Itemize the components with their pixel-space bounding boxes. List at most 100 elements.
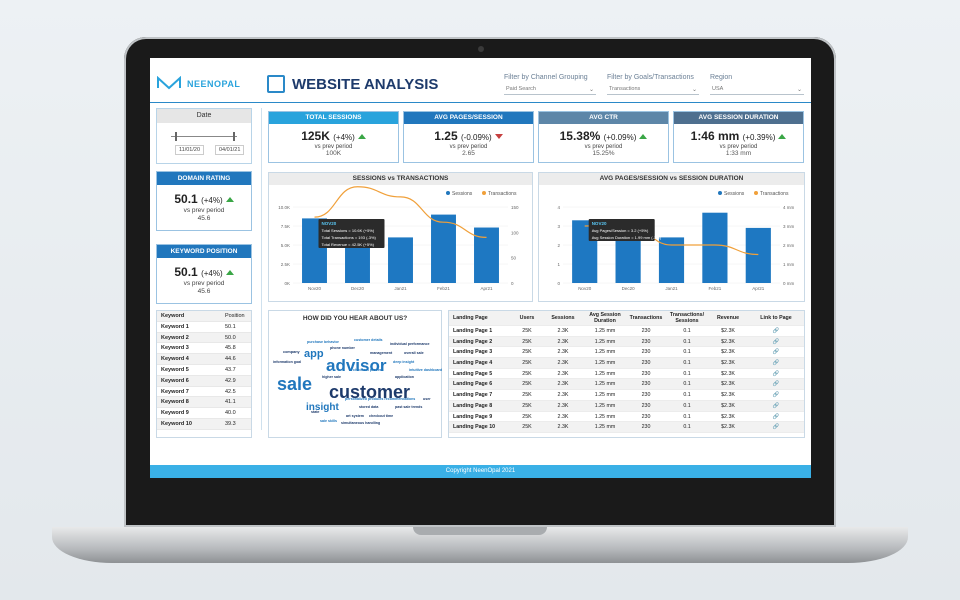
link-icon[interactable]: 🔗 (772, 360, 780, 367)
column-header[interactable]: Transactions/ Sessions (669, 312, 705, 324)
column-header[interactable]: Users (519, 315, 535, 321)
filter-goals-label: Filter by Goals/Transactions (607, 74, 694, 81)
table-cell: 2.3K (557, 392, 569, 399)
table-row[interactable]: Landing Page 10 25K 2.3K 1.25 mm 230 0.1 $2.3K… (449, 422, 804, 433)
cloud-word: higher sale (322, 375, 341, 379)
date-start[interactable]: 11/01/20 (175, 145, 205, 155)
kpi-value: 15.38% (559, 129, 604, 143)
table-row[interactable]: Landing Page 9 25K 2.3K 1.25 mm 230 0.1 $2.3K 🔗 (449, 412, 804, 423)
analysis-icon (267, 75, 285, 93)
chevron-down-icon: ⌄ (796, 87, 802, 93)
wordcloud-title: HOW DID YOU HEAR ABOUT US? (302, 315, 408, 322)
bar-sessions[interactable] (431, 214, 456, 283)
table-cell: 0.1 (683, 413, 691, 420)
table-cell: 230 (641, 360, 651, 367)
table-row[interactable]: Keyword 8 41.1 (157, 397, 251, 409)
column-header[interactable]: Revenue (716, 315, 740, 321)
table-cell: $2.3K (721, 424, 735, 431)
column-header[interactable]: Sessions (551, 315, 575, 321)
tooltip-line: Total Revenue = 42.5K (+5%) (322, 242, 375, 247)
table-cell: 0.1 (683, 370, 691, 377)
bar-sessions[interactable] (388, 237, 413, 283)
link-icon[interactable]: 🔗 (772, 349, 780, 356)
bar-sessions[interactable] (658, 237, 685, 283)
bar-sessions[interactable] (745, 227, 771, 283)
table-row[interactable]: Landing Page 4 25K 2.3K 1.25 mm 230 0.1 $2.3K 🔗 (449, 358, 804, 369)
bar-sessions[interactable] (615, 233, 641, 283)
table-row[interactable]: Landing Page 3 25K 2.3K 1.25 mm 230 0.1 $2.3K 🔗 (449, 347, 804, 359)
table-cell: Keyword 8 (161, 399, 189, 406)
table-cell: 1.25 mm (594, 370, 616, 377)
domain-rating-title: DOMAIN RATING (157, 172, 251, 185)
cloud-word: customer (329, 382, 411, 402)
table-row[interactable]: Keyword 2 50.0 (157, 332, 251, 344)
table-cell: Keyword 2 (161, 334, 189, 341)
filter-goals-value: Transactions (609, 86, 641, 92)
filter-region-select[interactable]: USA ⌄ (710, 86, 804, 95)
link-icon[interactable]: 🔗 (772, 370, 780, 377)
table-row[interactable]: Keyword 4 44.6 (157, 354, 251, 365)
link-icon[interactable]: 🔗 (772, 413, 780, 420)
table-row[interactable]: Keyword 6 42.9 (157, 375, 251, 387)
table-cell: 45.8 (225, 345, 236, 352)
cloud-word: sale (277, 374, 313, 394)
table-row[interactable]: Keyword 5 43.7 (157, 365, 251, 376)
table-cell: $2.3K (721, 370, 735, 377)
table-row[interactable]: Keyword 1 50.1 (157, 322, 251, 333)
table-cell: 2.3K (557, 328, 569, 334)
table-row[interactable]: Keyword 10 39.3 (157, 418, 251, 430)
date-end[interactable]: 04/01/21 (215, 145, 245, 155)
keyword-position-card: KEYWORD POSITION 50.1 (+4%) vs prev peri… (156, 244, 252, 304)
column-header[interactable]: Keyword (161, 313, 185, 319)
table-row[interactable]: Landing Page 8 25K 2.3K 1.25 mm 230 0.1 $2.3K 🔗 (449, 400, 804, 412)
cloud-word: state (311, 410, 320, 414)
up-arrow-icon (357, 134, 366, 140)
link-icon[interactable]: 🔗 (772, 328, 780, 334)
table-row[interactable]: Landing Page 5 25K 2.3K 1.25 mm 230 0.1 $2.3K 🔗 (449, 369, 804, 380)
table-cell: Landing Page 10 (453, 424, 496, 431)
date-slider[interactable] (171, 132, 237, 141)
table-cell: 25K (522, 349, 532, 356)
y2-tick-label: 150 (511, 205, 519, 210)
column-header[interactable]: Link to Page (760, 315, 792, 321)
bar-sessions[interactable] (702, 212, 728, 283)
y2-tick-label: 1 mm (783, 262, 795, 267)
table-row[interactable]: Keyword 7 42.5 (157, 387, 251, 398)
table-cell: 40.0 (225, 410, 236, 417)
link-icon[interactable]: 🔗 (772, 424, 780, 431)
table-cell: $2.3K (721, 402, 735, 409)
link-icon[interactable]: 🔗 (772, 381, 780, 388)
date-slider-end-handle[interactable] (233, 132, 235, 141)
domain-rating-prev: 45.6 (197, 215, 211, 222)
filter-channel-select[interactable]: Paid Search ⌄ (504, 86, 596, 95)
filter-goals-select[interactable]: Transactions ⌄ (607, 86, 699, 95)
link-icon[interactable]: 🔗 (772, 402, 780, 409)
link-icon[interactable]: 🔗 (772, 392, 780, 399)
column-header[interactable]: Position (225, 313, 245, 319)
link-icon[interactable]: 🔗 (772, 338, 780, 345)
down-arrow-icon (494, 134, 503, 140)
table-cell: $2.3K (721, 349, 735, 356)
legend-transactions-swatch (754, 191, 758, 195)
kpi-label: vs prev period (449, 144, 488, 150)
table-row[interactable]: Landing Page 7 25K 2.3K 1.25 mm 230 0.1 $2.3K 🔗 (449, 390, 804, 401)
x-tick-label: Feb21 (709, 286, 722, 291)
table-row[interactable]: Landing Page 1 25K 2.3K 1.25 mm 230 0.1 $2.3K 🔗 (449, 326, 804, 337)
tooltip (318, 219, 385, 248)
kpi-title: AVG SESSION DURATION (674, 112, 803, 124)
table-cell: 2.3K (557, 360, 569, 367)
legend-sessions-swatch (718, 191, 722, 195)
table-row[interactable]: Keyword 9 40.0 (157, 408, 251, 419)
table-cell: 1.25 mm (594, 392, 616, 399)
table-row[interactable]: Keyword 3 45.8 (157, 343, 251, 355)
cloud-word: phone number (330, 346, 355, 350)
date-slider-start-handle[interactable] (175, 132, 177, 141)
table-row[interactable]: Landing Page 2 25K 2.3K 1.25 mm 230 0.1 $2.3K 🔗 (449, 336, 804, 348)
y2-tick-label: 0 (511, 281, 514, 286)
table-row[interactable]: Landing Page 6 25K 2.3K 1.25 mm 230 0.1 $2.3K 🔗 (449, 379, 804, 391)
column-header[interactable]: Avg Session Duration (589, 312, 621, 324)
column-header[interactable]: Landing Page (453, 315, 488, 321)
divider (261, 108, 262, 430)
column-header[interactable]: Transactions (629, 315, 663, 321)
